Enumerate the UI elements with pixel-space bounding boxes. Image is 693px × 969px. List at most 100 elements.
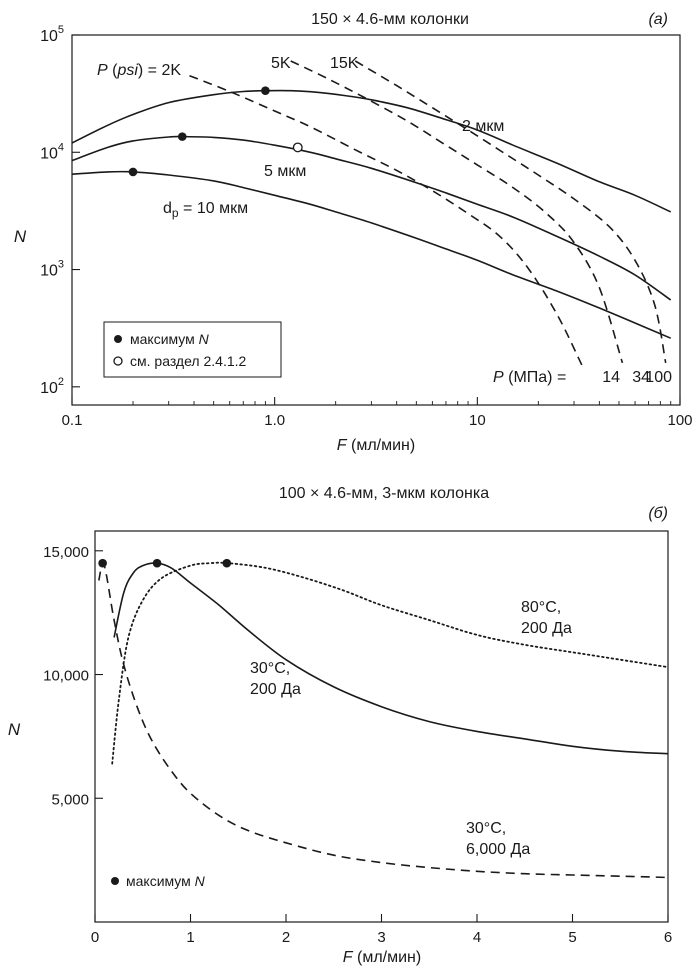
panel-a-y-axis-label: N — [14, 227, 27, 246]
series-line-0-1 — [71, 135, 672, 301]
annotation-80c-line1: 80°C, — [521, 599, 561, 616]
x-tick-label: 0 — [91, 929, 99, 946]
annotation-30c-line1: 30°C, — [250, 660, 290, 677]
annotation-p-psi-unit: psi — [116, 62, 138, 79]
y-tick-base: 10 — [40, 145, 58, 162]
legend-b-entry-max-n-var: N — [195, 873, 206, 889]
series-line-1-0 — [113, 562, 669, 755]
x-tick-label: 0.1 — [62, 412, 83, 429]
max-point — [152, 558, 162, 568]
y-tick-base: 10 — [40, 380, 58, 397]
annotation-10um-post: = 10 мкм — [179, 200, 248, 217]
annotation-6000-line2: 6,000 Да — [466, 841, 530, 858]
y-tick-label: 15,000 — [43, 544, 89, 561]
legend-b-filled-marker — [111, 877, 119, 885]
panel-b-x-var: F — [343, 949, 354, 966]
y-tick-base: 10 — [40, 263, 58, 280]
panel-a: 150 × 4.6-мм колонки (a) 0.1 1.0 10 1001021… — [14, 11, 693, 454]
annotation-p-psi-paren: ( — [108, 62, 118, 79]
legend-entry-section: см. раздел 2.4.1.2 — [130, 353, 247, 369]
legend-entry-max-n-var: N — [199, 331, 210, 347]
legend-entry-max-n: максимум N — [130, 331, 210, 347]
legend-filled-marker — [114, 335, 122, 343]
y-tick-exponent: 2 — [58, 376, 64, 388]
y-tick-label: 105 — [40, 24, 64, 45]
annotation-6000-line1: 30°C, — [466, 820, 506, 837]
annotation-p-psi: P (psi) = 2K — [97, 62, 181, 79]
series-line-1-2 — [98, 562, 669, 879]
panel-b: 100 × 4.6-мм, 3-мкм колонка (б) 0 1 2 3 4 5 6 5… — [8, 485, 672, 966]
panel-a-x-unit: (мл/мин) — [347, 437, 416, 454]
panel-b-x-axis-label: F (мл/мин) — [343, 949, 421, 966]
annotation-p-14: 14 — [602, 369, 620, 386]
legend-b-entry-max-n: максимум N — [126, 873, 206, 889]
y-tick-exponent: 4 — [58, 141, 64, 153]
panel-b-label: (б) — [648, 505, 668, 522]
x-tick-label: 3 — [377, 929, 385, 946]
annotation-p-34: 34 — [632, 369, 650, 386]
series-line-0-2 — [71, 170, 672, 339]
max-point — [128, 167, 138, 177]
panel-a-plot-frame — [71, 34, 681, 406]
panel-a-x-axis-label: F (мл/мин) — [337, 437, 415, 454]
annotation-p-15k: 15K — [330, 55, 359, 72]
y-tick-label: 104 — [40, 141, 64, 162]
panel-b-points — [98, 558, 232, 568]
annotation-p-100: 100 — [645, 369, 672, 386]
legend-open-marker — [113, 356, 123, 366]
y-tick-exponent: 3 — [58, 259, 64, 271]
annotation-p-psi-var: P — [97, 62, 108, 79]
panel-b-series — [98, 561, 669, 879]
x-tick-label: 1 — [186, 929, 194, 946]
panel-a-x-var: F — [337, 437, 348, 454]
x-tick-label: 4 — [473, 929, 481, 946]
y-tick-label: 5,000 — [51, 791, 89, 808]
x-tick-label: 2 — [282, 929, 290, 946]
panel-a-legend: максимум N см. раздел 2.4.1.2 — [103, 321, 282, 378]
x-tick-label: 6 — [664, 929, 672, 946]
legend-b-entry-max-n-text: максимум — [126, 873, 195, 889]
panel-b-ticks: 0 1 2 3 4 5 6 5,000 10,000 15,000 — [43, 544, 672, 946]
panel-b-legend: максимум N — [111, 873, 206, 889]
panel-a-legend-box — [103, 321, 282, 378]
annotation-p-mpa: P (МПа) = — [493, 369, 566, 386]
max-point — [261, 86, 270, 96]
panel-a-title: 150 × 4.6-мм колонки — [311, 11, 469, 28]
annotation-10um: dp = 10 мкм — [163, 200, 248, 220]
legend-entry-max-n-text: максимум — [130, 331, 199, 347]
annotation-2um: 2 мкм — [462, 118, 504, 135]
panel-b-x-unit: (мл/мин) — [353, 949, 422, 966]
panel-b-y-axis-label: N — [8, 720, 21, 739]
annotation-10um-pre: d — [163, 200, 172, 217]
panel-b-plot-frame — [94, 530, 669, 923]
series-line-0-4 — [290, 60, 624, 364]
y-tick-base: 10 — [40, 28, 58, 45]
annotation-p-mpa-var: P — [493, 369, 504, 386]
annotation-p-psi-rest: ) = 2K — [138, 62, 181, 79]
annotation-10um-sub: p — [172, 206, 179, 220]
series-line-1-1 — [111, 561, 669, 765]
x-tick-label: 100 — [667, 412, 692, 429]
open-point — [292, 142, 303, 153]
x-tick-label: 1.0 — [264, 412, 285, 429]
annotation-5um: 5 мкм — [264, 163, 306, 180]
panel-a-points — [128, 86, 303, 177]
max-point — [98, 558, 107, 568]
annotation-p-5k: 5K — [271, 55, 291, 72]
y-tick-exponent: 5 — [58, 24, 64, 36]
annotation-30c-line2: 200 Да — [250, 681, 301, 698]
annotation-p-mpa-rest: (МПа) = — [504, 369, 567, 386]
panel-b-title: 100 × 4.6-мм, 3-мкм колонка — [279, 485, 489, 502]
y-tick-label: 103 — [40, 259, 64, 280]
series-line-0-0 — [71, 89, 672, 213]
panel-a-series — [71, 60, 672, 367]
max-point — [222, 558, 232, 568]
y-tick-label: 10,000 — [43, 668, 89, 685]
x-tick-label: 10 — [469, 412, 486, 429]
x-tick-label: 5 — [568, 929, 576, 946]
series-line-0-3 — [189, 74, 584, 367]
max-point — [177, 132, 187, 141]
series-line-0-5 — [354, 60, 667, 364]
